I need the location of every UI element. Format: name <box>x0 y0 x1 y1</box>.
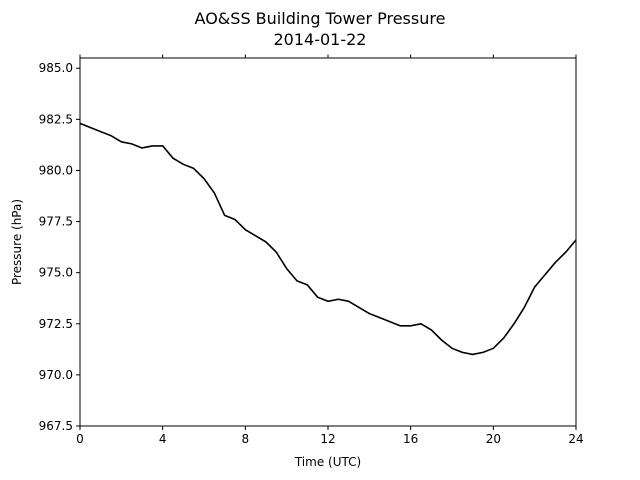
x-tick-label: 20 <box>486 432 501 446</box>
data-point <box>151 145 153 147</box>
data-point <box>296 280 298 282</box>
data-point <box>379 317 381 319</box>
data-point <box>503 337 505 339</box>
x-tick-label: 4 <box>159 432 167 446</box>
data-point <box>410 325 412 327</box>
data-point <box>203 178 205 180</box>
data-point <box>441 339 443 341</box>
plot-frame <box>79 57 577 427</box>
y-tick-label: 977.5 <box>39 215 73 229</box>
y-tick-label: 967.5 <box>39 419 73 433</box>
x-axis-label: Time (UTC) <box>294 455 361 469</box>
x-tick-label: 12 <box>320 432 335 446</box>
data-point <box>534 286 536 288</box>
data-point <box>182 163 184 165</box>
data-point <box>141 147 143 149</box>
y-tick-label: 980.0 <box>39 163 73 177</box>
x-tick-label: 24 <box>568 432 583 446</box>
data-point <box>89 126 91 129</box>
data-point <box>327 300 329 302</box>
series-line-0 <box>79 122 577 356</box>
data-point <box>523 306 525 309</box>
data-point <box>348 300 350 302</box>
data-point <box>234 218 236 221</box>
data-point <box>213 192 215 194</box>
y-tick-label: 985.0 <box>39 61 73 75</box>
data-point <box>565 251 567 253</box>
data-point <box>337 298 339 300</box>
y-tick-label: 972.5 <box>39 317 73 331</box>
data-point <box>172 157 174 159</box>
data-point <box>265 241 267 243</box>
data-point <box>389 321 391 323</box>
data-point <box>461 351 463 353</box>
data-point <box>286 267 288 270</box>
data-point <box>306 284 308 286</box>
data-point <box>110 135 112 137</box>
data-point <box>317 296 319 298</box>
x-tick-label: 8 <box>242 432 250 446</box>
data-point <box>244 229 246 231</box>
data-point <box>275 251 277 253</box>
data-point <box>193 167 195 169</box>
y-axis-label: Pressure (hPa) <box>10 199 24 285</box>
data-point <box>420 323 422 325</box>
data-point <box>544 274 546 276</box>
data-point <box>162 145 164 147</box>
data-point <box>120 141 122 143</box>
data-point <box>358 306 360 309</box>
data-point <box>100 131 102 133</box>
data-point <box>492 347 494 349</box>
data-point <box>399 325 401 327</box>
y-tick-label: 975.0 <box>39 266 73 280</box>
chart-title: AO&SS Building Tower Pressure <box>195 9 446 28</box>
x-tick-label: 16 <box>403 432 418 446</box>
data-point <box>255 235 257 237</box>
data-point <box>554 261 556 264</box>
chart-subtitle: 2014-01-22 <box>274 30 367 49</box>
data-point <box>224 214 226 217</box>
data-point <box>451 347 453 349</box>
data-point <box>430 329 432 331</box>
y-tick-label: 982.5 <box>39 112 73 126</box>
data-point <box>131 143 133 145</box>
series-layer <box>79 122 577 356</box>
data-point <box>368 312 370 315</box>
data-point <box>482 351 484 353</box>
axis-ticks: 0 4 8 12 16 20 24 967.5 970.0 972.5 975.0 977.5 980.… <box>39 54 584 446</box>
x-tick-label: 0 <box>76 432 84 446</box>
y-tick-label: 970.0 <box>39 368 73 382</box>
data-point <box>513 323 515 325</box>
data-point <box>472 353 474 356</box>
